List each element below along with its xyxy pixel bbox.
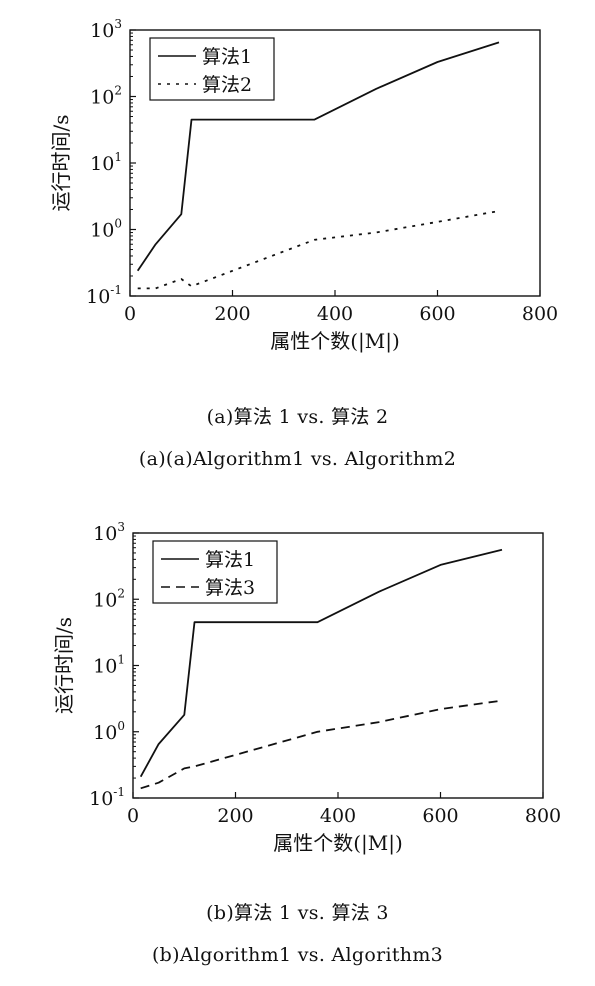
y-tick-label: 103 [90, 17, 122, 42]
line-chart-b: 0 200 400 600 800 10-1 100 101 102 103 属性个数(|M|) 运行… [52, 520, 561, 856]
legend-box [149, 37, 275, 101]
y-tick-label: 102 [90, 84, 122, 109]
series-line-dashed [140, 699, 503, 790]
x-tick-label: 0 [124, 303, 136, 325]
x-tick-label: 200 [214, 303, 250, 325]
x-axis-label: 属性个数(|M|) [270, 329, 400, 354]
y-tick-label: 101 [90, 150, 122, 175]
legend-label: 算法2 [202, 74, 252, 96]
caption-en-a: (a)(a)Algorithm1 vs. Algorithm2 [138, 448, 457, 470]
x-tick-label: 800 [525, 805, 561, 827]
x-tick-label: 800 [522, 303, 558, 325]
series-line-solid [139, 548, 503, 778]
x-tick-label: 200 [217, 805, 253, 827]
y-axis-label: 运行时间/s [52, 617, 76, 714]
x-tick-label: 600 [422, 805, 458, 827]
figure-panel-b: 0 200 400 600 800 10-1 100 101 102 103 属性个数(|M|) 运行… [0, 500, 595, 986]
caption-cn-b: (b)算法 1 vs. 算法 3 [206, 902, 389, 924]
x-tick-label: 0 [127, 805, 139, 827]
x-axis-label: 属性个数(|M|) [273, 831, 403, 856]
legend-box [152, 540, 278, 604]
y-tick-label: 102 [93, 586, 125, 611]
series-line-dotted [137, 210, 500, 290]
x-tick-label: 400 [320, 805, 356, 827]
legend-label: 算法3 [205, 577, 255, 599]
line-chart-a: 0 200 400 600 800 10-1 100 101 102 103 属性个数(|M|) 运行… [49, 17, 558, 354]
caption-cn-a: (a)算法 1 vs. 算法 2 [206, 406, 389, 428]
y-tick-label: 10-1 [86, 283, 122, 308]
x-tick-label: 600 [419, 303, 455, 325]
y-tick-label: 10-1 [89, 785, 125, 810]
y-tick-label: 100 [93, 719, 125, 744]
legend-label: 算法1 [202, 46, 252, 68]
y-tick-label: 100 [90, 217, 122, 242]
series-line-solid [136, 41, 500, 272]
y-tick-label: 103 [93, 520, 125, 545]
y-tick-label: 101 [93, 653, 125, 678]
x-tick-label: 400 [317, 303, 353, 325]
y-axis-label: 运行时间/s [49, 114, 73, 211]
legend-label: 算法1 [205, 549, 255, 571]
caption-en-b: (b)Algorithm1 vs. Algorithm3 [151, 944, 444, 966]
figure-panel-a: 0 200 400 600 800 10-1 100 101 102 103 属性个数(|M|) 运行… [49, 17, 558, 470]
